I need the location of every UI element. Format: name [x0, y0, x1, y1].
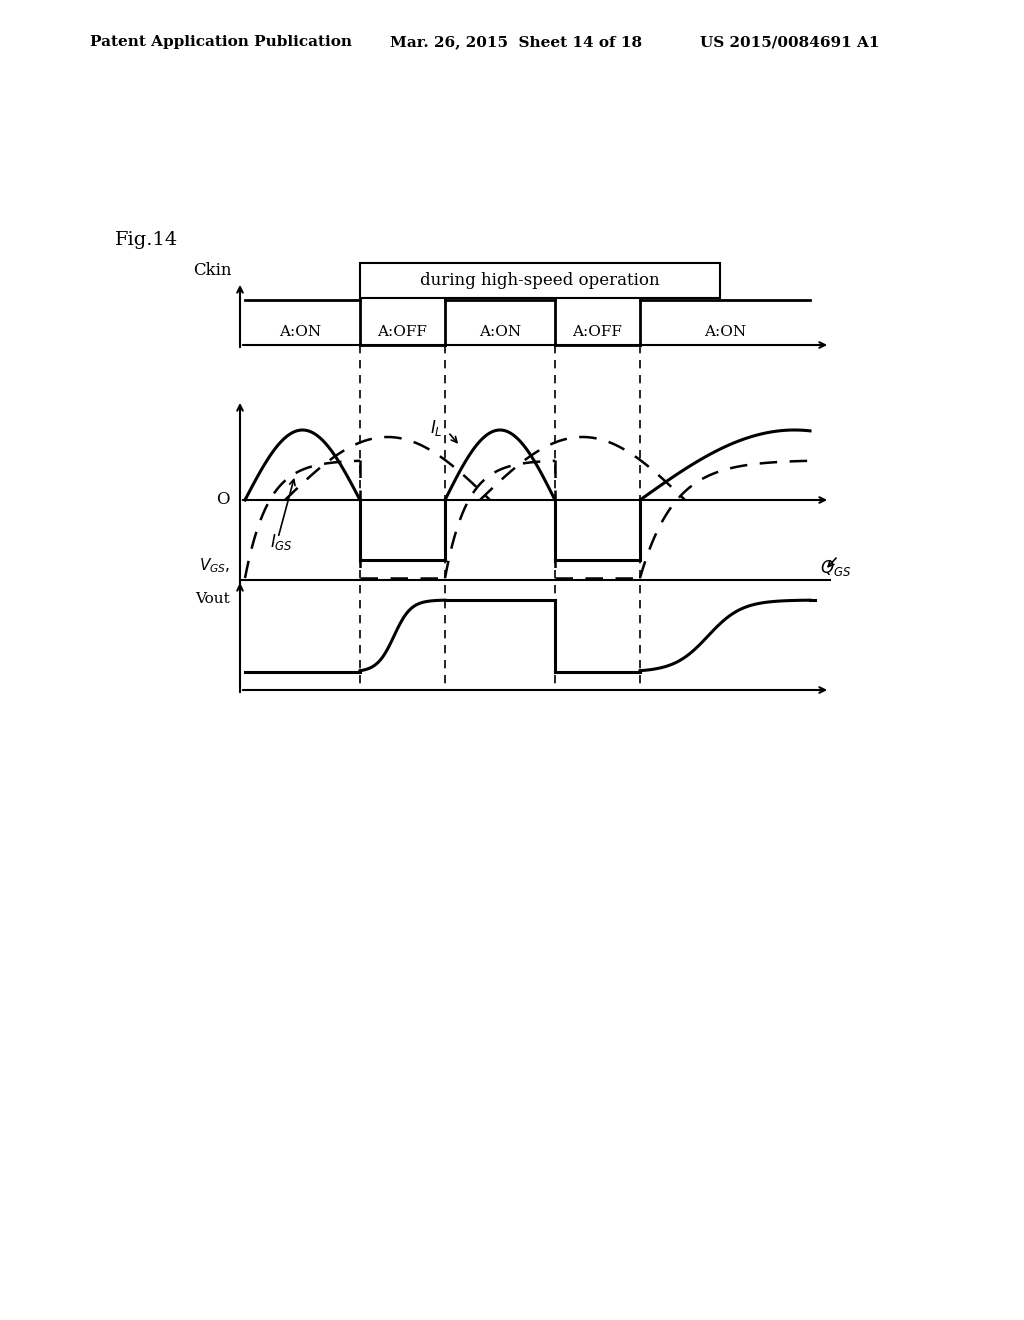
- Text: A:ON: A:ON: [479, 325, 521, 339]
- Text: A:OFF: A:OFF: [378, 325, 427, 339]
- Bar: [360, 263, 720, 298]
- Text: A:OFF: A:OFF: [572, 325, 623, 339]
- Text: $V_{GS},$: $V_{GS},$: [199, 556, 230, 576]
- Text: US 2015/0084691 A1: US 2015/0084691 A1: [700, 36, 880, 49]
- Text: Fig.14: Fig.14: [115, 231, 178, 249]
- Text: during high-speed operation: during high-speed operation: [420, 272, 659, 289]
- Text: Patent Application Publication: Patent Application Publication: [90, 36, 352, 49]
- Text: $Q_{GS}$: $Q_{GS}$: [820, 558, 851, 578]
- Text: $I_L$: $I_L$: [430, 418, 442, 438]
- Text: $I_{GS}$: $I_{GS}$: [270, 532, 293, 552]
- Text: Vout: Vout: [196, 591, 230, 606]
- Text: A:ON: A:ON: [703, 325, 746, 339]
- Text: Ckin: Ckin: [194, 261, 232, 279]
- Text: Mar. 26, 2015  Sheet 14 of 18: Mar. 26, 2015 Sheet 14 of 18: [390, 36, 642, 49]
- Text: A:ON: A:ON: [279, 325, 322, 339]
- Text: O: O: [216, 491, 230, 508]
